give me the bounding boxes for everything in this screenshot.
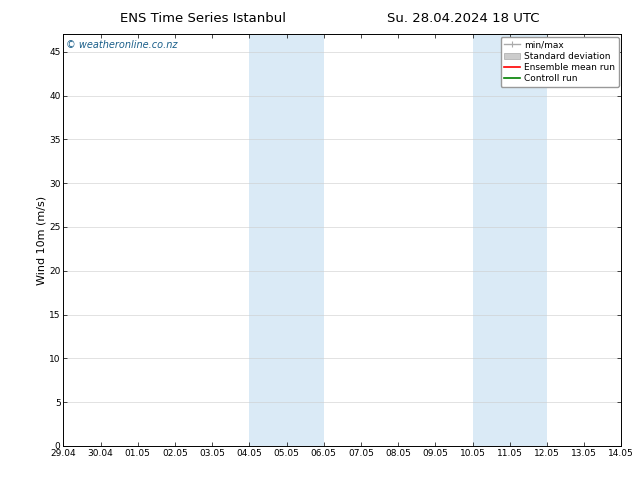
- Bar: [472, 34, 547, 446]
- Y-axis label: Wind 10m (m/s): Wind 10m (m/s): [36, 196, 46, 285]
- Text: ENS Time Series Istanbul: ENS Time Series Istanbul: [120, 12, 286, 25]
- Text: Su. 28.04.2024 18 UTC: Su. 28.04.2024 18 UTC: [387, 12, 539, 25]
- Bar: [249, 34, 324, 446]
- Legend: min/max, Standard deviation, Ensemble mean run, Controll run: min/max, Standard deviation, Ensemble me…: [500, 37, 619, 87]
- Text: © weatheronline.co.nz: © weatheronline.co.nz: [66, 41, 178, 50]
